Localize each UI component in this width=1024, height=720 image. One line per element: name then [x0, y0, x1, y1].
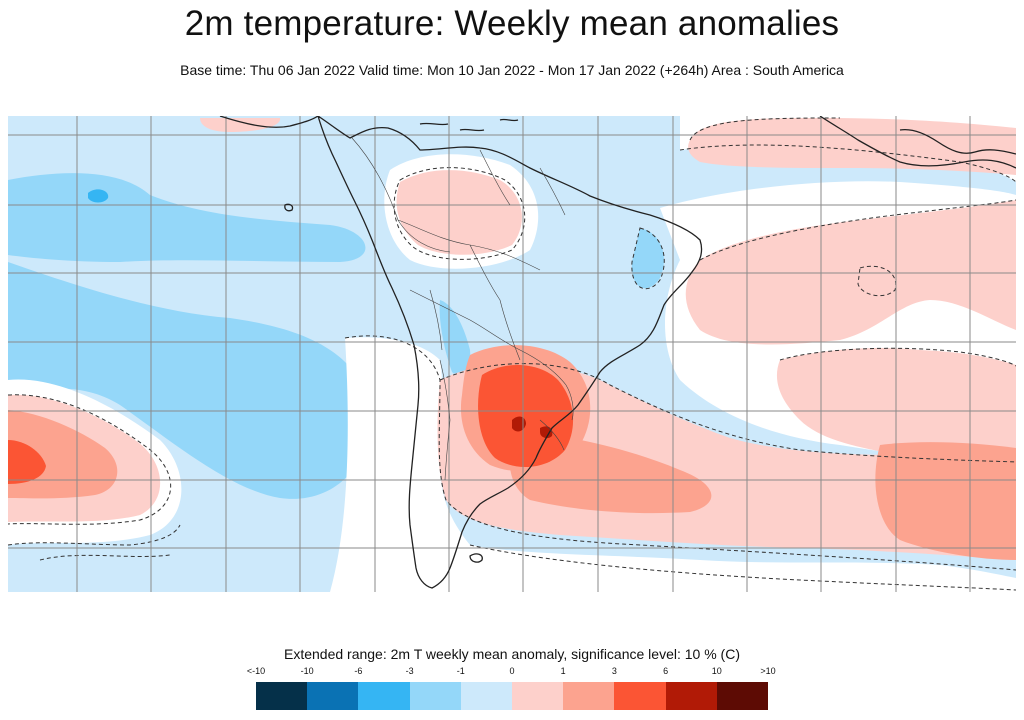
- caribbean-islands: [419, 118, 519, 132]
- falkland-islands: [469, 553, 483, 563]
- chart-subtitle: Base time: Thu 06 Jan 2022 Valid time: M…: [180, 62, 844, 78]
- positive-pacific-core: [8, 440, 46, 484]
- africa-coast-detail: [899, 128, 1016, 155]
- legend-swatch: [512, 682, 564, 710]
- legend-swatch: [460, 682, 513, 710]
- legend-tick-label: 1: [560, 666, 566, 676]
- pacific-negative-band: [8, 262, 371, 499]
- legend-tick-label: 6: [663, 666, 669, 676]
- legend-swatch: [716, 682, 769, 710]
- legend-swatch: [614, 682, 666, 710]
- legend-swatch: [409, 682, 461, 710]
- positive-north-edge: [200, 118, 281, 132]
- legend-tick-label: >10: [760, 666, 776, 676]
- anomaly-map: [8, 116, 1016, 592]
- south-america-coastline: [317, 116, 703, 589]
- legend-tick-label: 10: [711, 666, 722, 676]
- legend-tick-label: -1: [456, 666, 465, 676]
- legend-swatch: [665, 682, 717, 710]
- legend-swatch: [563, 682, 615, 710]
- positive-paraguay-core: [478, 364, 574, 468]
- small-strong-negative: [88, 189, 109, 203]
- lat-lon-grid: [8, 116, 1016, 592]
- legend-tick-label: -6: [354, 666, 363, 676]
- legend-tick-labels: <-10 -10 -6 -3 -1 0 1 3 6 10 >10: [247, 666, 776, 680]
- neutral-argentina: [330, 337, 1016, 592]
- legend-tick-label: -10: [300, 666, 314, 676]
- legend-tick-label: -3: [405, 666, 414, 676]
- central-america-coastline: [219, 116, 319, 128]
- galapagos-islands: [284, 203, 294, 212]
- positive-paraguay-extreme-2: [540, 426, 553, 439]
- legend-swatch: [256, 682, 308, 710]
- legend-title: Extended range: 2m T weekly mean anomaly…: [283, 646, 740, 662]
- legend-tick-label: 3: [611, 666, 617, 676]
- legend-colorbar: [256, 682, 769, 710]
- legend-swatch: [307, 682, 359, 710]
- country-borders: [351, 137, 574, 481]
- legend-tick-label: 0: [509, 666, 515, 676]
- andes-negative: [439, 300, 471, 376]
- positive-amazon: [396, 170, 522, 255]
- chart-title: 2m temperature: Weekly mean anomalies: [184, 4, 840, 43]
- africa-coastline: [819, 116, 1016, 169]
- significance-contours: [8, 117, 1016, 591]
- legend-tick-label: <-10: [246, 666, 266, 676]
- positive-east-atlantic-north: [688, 118, 1016, 175]
- legend-swatch: [358, 682, 410, 710]
- positive-far-east-strong: [875, 442, 1016, 560]
